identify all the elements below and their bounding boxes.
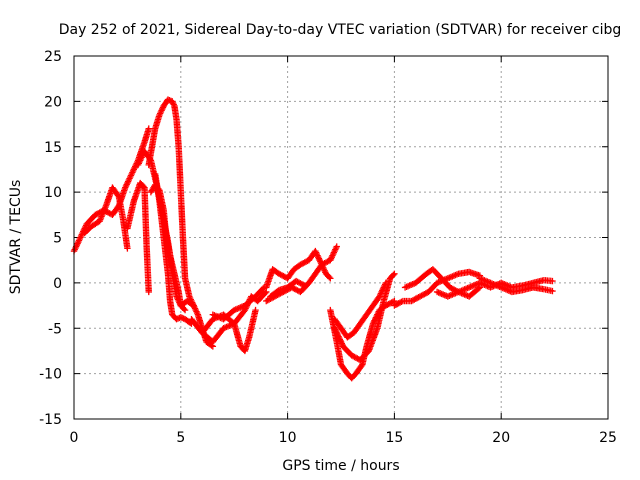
series-arc-j [263, 261, 334, 305]
data-point [358, 362, 365, 370]
data-point [145, 288, 152, 296]
data-point [335, 334, 343, 342]
data-point [549, 277, 556, 285]
data-point [300, 281, 307, 289]
x-tick-label: 5 [176, 430, 185, 446]
data-point [333, 329, 340, 336]
series-arc-i [263, 243, 340, 291]
x-tick-label: 20 [492, 430, 510, 446]
data-point [331, 325, 338, 332]
data-point [333, 243, 340, 250]
series-arc-o [401, 266, 484, 300]
series-arc-q [476, 275, 556, 296]
data-point [189, 301, 196, 308]
x-axis-label: GPS time / hours [282, 458, 399, 474]
data-point [390, 271, 397, 279]
x-tick-label: 0 [70, 430, 79, 446]
data-point [181, 306, 189, 314]
chart-title: Day 252 of 2021, Sidereal Day-to-day VTE… [59, 22, 622, 38]
data-point [261, 289, 269, 297]
data-point [389, 298, 397, 305]
data-point [336, 336, 344, 343]
data-point [327, 275, 334, 282]
data-point [145, 125, 152, 132]
series-arc-c [124, 179, 152, 296]
data-point [180, 305, 188, 313]
y-tick-label: -5 [48, 321, 62, 337]
series-arc-s [209, 284, 268, 323]
y-tick-label: 0 [53, 276, 62, 292]
data-point [146, 155, 154, 163]
y-tick-label: 10 [44, 185, 62, 201]
data-point [259, 285, 267, 292]
data-point [114, 192, 122, 199]
plot-frame [73, 55, 609, 420]
y-tick-label: 5 [53, 231, 62, 247]
data-point [332, 327, 340, 335]
data-point [190, 302, 197, 309]
data-point [260, 284, 268, 291]
y-tick-label: 25 [44, 49, 62, 65]
data-point [334, 330, 341, 338]
series-arc-l [331, 279, 390, 341]
series-arc-b [81, 184, 131, 252]
data-point [332, 326, 339, 333]
y-tick-label: -15 [39, 412, 62, 428]
series-arc-k [327, 297, 398, 382]
series-arc-t [267, 277, 308, 300]
data-point [549, 287, 556, 295]
grid [74, 56, 608, 419]
data-point [398, 298, 405, 305]
data-point [155, 185, 162, 193]
axis-ticks: 0 5 10 15 20 25 -15 -10 -5 0 5 10 15 20 25 [39, 49, 617, 446]
data-point [391, 270, 398, 277]
series-arc-e [151, 170, 195, 327]
data-points [70, 96, 556, 382]
data-point [338, 340, 346, 347]
y-tick-label: 15 [44, 140, 62, 156]
series-arc-r [147, 181, 189, 314]
data-point [326, 274, 333, 281]
data-point [335, 333, 342, 340]
x-tick-label: 15 [385, 430, 403, 446]
data-point [301, 282, 308, 289]
x-tick-label: 10 [279, 430, 297, 446]
data-point [337, 339, 345, 346]
data-point [252, 306, 259, 314]
series-arc-g [188, 306, 259, 355]
data-point [334, 332, 342, 339]
series-arc-m [331, 270, 398, 364]
y-axis-label: SDTVAR / TECUs [8, 180, 24, 295]
y-tick-label: -10 [39, 367, 62, 383]
x-tick-label: 25 [599, 430, 617, 446]
data-point [124, 245, 131, 252]
y-tick-label: 20 [44, 94, 62, 110]
data-point [337, 337, 344, 345]
